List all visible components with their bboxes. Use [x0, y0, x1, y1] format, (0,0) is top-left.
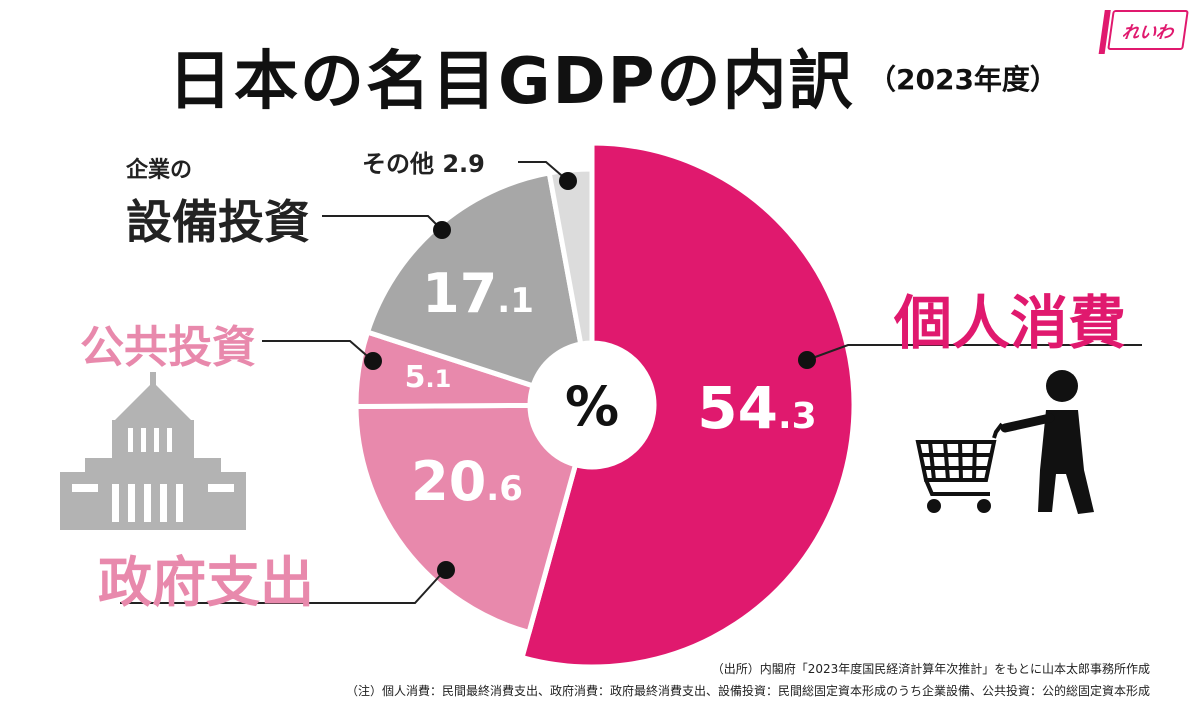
leader-dot-business: [433, 221, 451, 239]
leader-other: [518, 161, 569, 182]
value-business: 17.1: [422, 262, 534, 325]
leader-consumption: [806, 344, 1142, 361]
donut-hole: [530, 343, 654, 467]
label-other: その他 2.9: [362, 144, 485, 179]
leader-dot-consumption: [798, 351, 816, 369]
label-public: 公共投資: [80, 322, 256, 373]
leader-dot-public: [364, 352, 382, 370]
value-public: 5.1: [405, 360, 452, 395]
definition-note: （注）個人消費：民間最終消費支出、政府消費：政府最終消費支出、設備投資：民間総固…: [345, 684, 1150, 698]
label-other-name: その他: [362, 150, 434, 178]
label-business-small: 企業の: [126, 158, 193, 183]
center-unit-label: %: [565, 375, 619, 438]
label-business: 設備投資: [126, 195, 310, 249]
national-diet-building-icon: [60, 372, 246, 530]
label-consumption: 個人消費: [894, 289, 1127, 357]
label-government: 政府支出: [98, 551, 314, 614]
leader-government: [120, 569, 446, 604]
label-other-value: 2.9: [442, 150, 485, 178]
shopping-cart-person-icon: [915, 370, 1094, 514]
chart-title: 日本の名目GDPの内訳: [168, 45, 855, 119]
leader-dot-other: [559, 172, 577, 190]
source-note: （出所）内閣府「2023年度国民経済計算年次推計」をもとに山本太郎事務所作成: [711, 662, 1150, 676]
value-consumption: 54.3: [697, 374, 816, 442]
leader-dot-government: [437, 561, 455, 579]
chart-subtitle: （2023年度）: [868, 63, 1058, 96]
value-government: 20.6: [411, 450, 523, 513]
leader-public: [262, 340, 374, 362]
leader-business: [322, 215, 443, 231]
